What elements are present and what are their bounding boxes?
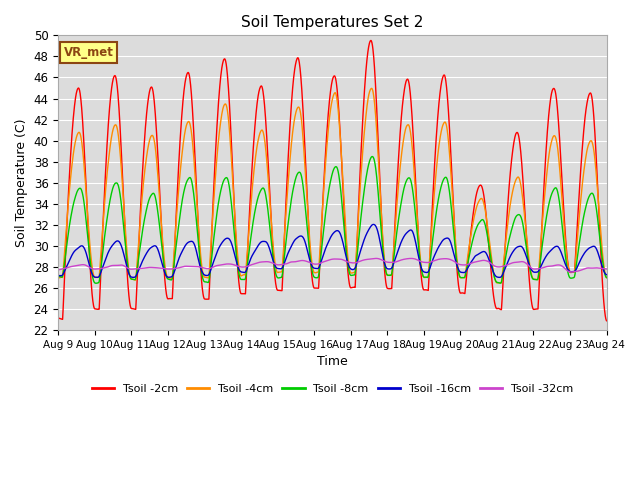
Tsoil -32cm [207, 265, 215, 271]
Line: Tsoil -8cm: Tsoil -8cm [58, 156, 607, 283]
Tsoil -32cm [54, 267, 62, 273]
Tsoil -8cm [492, 279, 500, 285]
Tsoil -16cm [54, 273, 62, 278]
Tsoil -32cm [372, 255, 380, 261]
Legend: Tsoil -2cm, Tsoil -4cm, Tsoil -8cm, Tsoil -16cm, Tsoil -32cm: Tsoil -2cm, Tsoil -4cm, Tsoil -8cm, Tsoi… [87, 379, 577, 398]
Tsoil -4cm [54, 275, 62, 281]
Tsoil -8cm [555, 193, 563, 199]
Tsoil -8cm [369, 154, 376, 159]
Tsoil -32cm [348, 260, 356, 266]
Tsoil -2cm [367, 37, 375, 43]
Line: Tsoil -2cm: Tsoil -2cm [58, 40, 607, 321]
Tsoil -8cm [92, 280, 100, 286]
Tsoil -32cm [568, 269, 575, 275]
Tsoil -2cm [554, 117, 562, 123]
Tsoil -32cm [360, 257, 368, 263]
Tsoil -2cm [360, 95, 368, 100]
Tsoil -8cm [603, 275, 611, 280]
Tsoil -4cm [492, 279, 500, 285]
Tsoil -8cm [54, 274, 62, 279]
Tsoil -8cm [570, 275, 578, 280]
Tsoil -8cm [349, 273, 356, 278]
Tsoil -4cm [348, 270, 356, 276]
Tsoil -16cm [348, 267, 356, 273]
Tsoil -4cm [555, 154, 563, 159]
Tsoil -16cm [555, 244, 563, 250]
Line: Tsoil -4cm: Tsoil -4cm [58, 88, 607, 283]
Tsoil -32cm [570, 269, 578, 275]
Tsoil -4cm [603, 275, 611, 281]
Tsoil -2cm [603, 318, 611, 324]
Title: Soil Temperatures Set 2: Soil Temperatures Set 2 [241, 15, 424, 30]
Tsoil -4cm [570, 269, 578, 275]
Line: Tsoil -32cm: Tsoil -32cm [58, 258, 607, 272]
Tsoil -2cm [570, 269, 577, 275]
Tsoil -4cm [207, 239, 215, 244]
Tsoil -32cm [603, 266, 611, 272]
Tsoil -2cm [207, 244, 215, 250]
Tsoil -2cm [492, 304, 500, 310]
Tsoil -16cm [360, 237, 368, 243]
Tsoil -8cm [360, 187, 368, 192]
Tsoil -4cm [368, 85, 376, 91]
Tsoil -32cm [492, 264, 500, 269]
Line: Tsoil -16cm: Tsoil -16cm [58, 225, 607, 277]
Tsoil -32cm [554, 262, 562, 268]
Tsoil -16cm [603, 272, 611, 277]
Tsoil -2cm [54, 315, 62, 321]
Tsoil -2cm [348, 285, 356, 290]
X-axis label: Time: Time [317, 355, 348, 369]
Tsoil -16cm [570, 269, 578, 275]
Text: VR_met: VR_met [64, 46, 114, 59]
Tsoil -16cm [495, 275, 503, 280]
Tsoil -8cm [207, 257, 215, 263]
Tsoil -16cm [207, 266, 215, 272]
Tsoil -4cm [360, 132, 368, 138]
Y-axis label: Soil Temperature (C): Soil Temperature (C) [15, 119, 28, 247]
Tsoil -16cm [492, 273, 500, 279]
Tsoil -4cm [493, 280, 501, 286]
Tsoil -16cm [369, 222, 377, 228]
